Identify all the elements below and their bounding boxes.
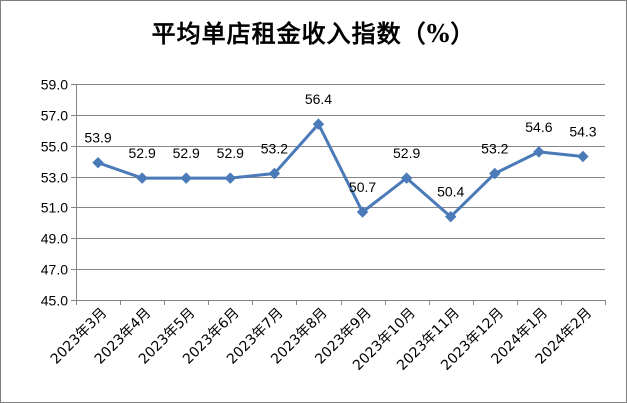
y-tick-label: 47.0: [41, 262, 68, 278]
y-tick-label: 45.0: [41, 293, 68, 309]
data-label: 53.9: [84, 130, 111, 146]
data-labels: 53.9 52.9 52.9 52.9 53.2 56.4 50.7 52.9 50.4 53.2…: [84, 91, 596, 200]
data-point: [92, 156, 104, 169]
data-point: [268, 167, 281, 180]
chart-title: 平均单店租金收入指数（%）: [151, 19, 476, 48]
data-point: [400, 172, 413, 184]
data-label: 56.4: [305, 91, 332, 107]
series-line: [97, 122, 584, 219]
data-point: [136, 172, 148, 184]
data-label: 54.3: [569, 124, 596, 140]
data-label: 52.9: [217, 145, 244, 161]
data-point: [224, 172, 236, 184]
y-axis-ticks: 45.0 47.0 49.0 51.0 53.0 55.0 57.0 59.0: [41, 77, 68, 309]
y-tick-label: 59.0: [41, 77, 68, 93]
gridlines: [71, 84, 606, 305]
y-tick-label: 57.0: [41, 108, 68, 124]
y-tick-label: 55.0: [41, 139, 68, 155]
data-point: [312, 118, 325, 130]
data-label: 53.2: [261, 140, 288, 156]
data-label: 53.2: [481, 140, 508, 156]
data-label: 54.6: [525, 119, 552, 135]
x-axis-ticks: 2023年3月2023年4月2023年5月2023年6月2023年7月2023年…: [48, 305, 596, 374]
data-label: 50.7: [349, 179, 376, 195]
data-point: [356, 206, 369, 218]
data-point: [533, 146, 545, 158]
data-label: 52.9: [173, 145, 200, 161]
series-markers: [92, 118, 589, 223]
y-tick-label: 49.0: [41, 231, 68, 247]
data-point: [489, 167, 501, 180]
data-label: 50.4: [437, 184, 464, 200]
y-tick-label: 51.0: [41, 200, 68, 216]
series-line: [97, 122, 584, 219]
data-label: 52.9: [393, 145, 420, 161]
data-label: 52.9: [129, 145, 156, 161]
data-point: [445, 210, 457, 223]
y-tick-label: 53.0: [41, 170, 68, 186]
data-point: [577, 150, 589, 163]
data-point: [180, 172, 192, 184]
